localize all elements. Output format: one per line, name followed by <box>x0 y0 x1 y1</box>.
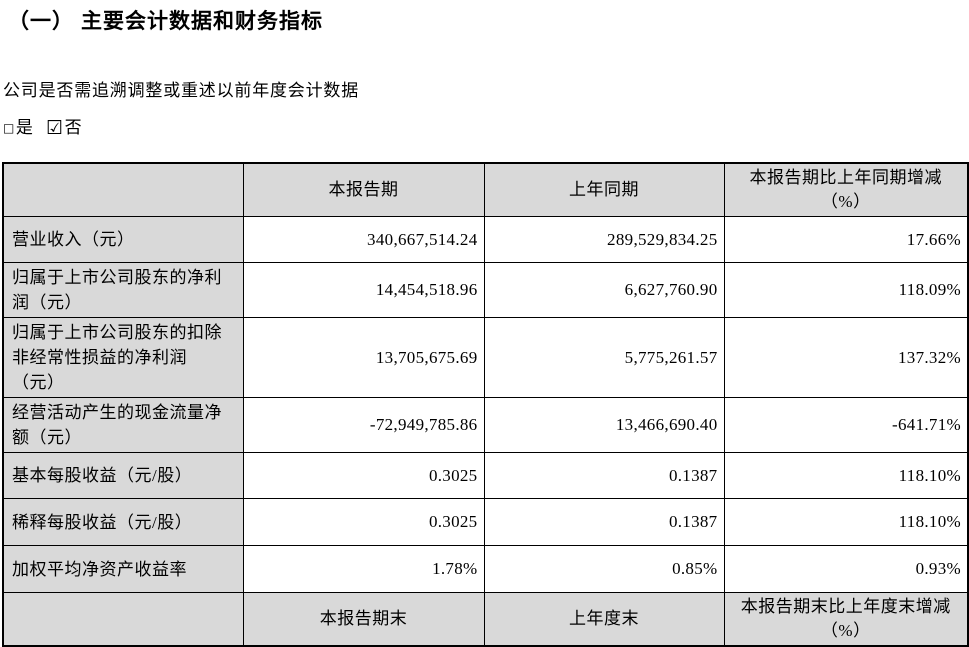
table-header-row: 本报告期 上年同期 本报告期比上年同期增减 （%） <box>2 162 969 217</box>
option-no-label: 否 <box>64 118 83 137</box>
row-current-value: 340,667,514.24 <box>242 216 485 263</box>
row-change-value: 118.10% <box>723 498 969 546</box>
row-change-value: 118.10% <box>723 452 969 499</box>
checkbox-checked-icon: ☑ <box>46 117 64 139</box>
row-current-value: 14,454,518.96 <box>242 262 485 318</box>
row-change-value: 118.09% <box>723 262 969 318</box>
row-label: 基本每股收益（元/股） <box>2 452 244 499</box>
row-label: 经营活动产生的现金流量净 额（元） <box>2 397 244 453</box>
table-row: 归属于上市公司股东的扣除 非经常性损益的净利润 （元） 13,705,675.6… <box>2 317 969 398</box>
footer-current-period-end: 本报告期末 <box>242 592 485 647</box>
option-no: ☑否 <box>46 117 83 139</box>
footer-change-pct: 本报告期末比上年度末增减 （%） <box>723 592 969 647</box>
footer-prior-year-end: 上年度末 <box>483 592 725 647</box>
restatement-question: 公司是否需追溯调整或重述以前年度会计数据 <box>3 81 359 100</box>
row-prior-value: 6,627,760.90 <box>483 262 725 318</box>
row-label: 归属于上市公司股东的净利 润（元） <box>2 262 244 318</box>
section-title: 主要会计数据和财务指标 <box>81 9 323 33</box>
section-number: （一） <box>8 9 74 33</box>
row-label: 营业收入（元） <box>2 216 244 263</box>
row-change-value: -641.71% <box>723 397 969 453</box>
row-current-value: 0.3025 <box>242 498 485 546</box>
table-row: 营业收入（元） 340,667,514.24 289,529,834.25 17… <box>2 216 969 263</box>
row-change-value: 17.66% <box>723 216 969 263</box>
option-yes-label: 是 <box>15 118 34 137</box>
row-prior-value: 13,466,690.40 <box>483 397 725 453</box>
section-heading: （一） 主要会计数据和财务指标 <box>8 8 969 34</box>
row-current-value: 13,705,675.69 <box>242 317 485 398</box>
table-footer-header-row: 本报告期末 上年度末 本报告期末比上年度末增减 （%） <box>2 592 969 647</box>
row-label: 归属于上市公司股东的扣除 非经常性损益的净利润 （元） <box>2 317 244 398</box>
row-prior-value: 0.1387 <box>483 452 725 499</box>
option-yes: □是 <box>3 118 33 137</box>
checkbox-unchecked-icon: □ <box>3 121 15 135</box>
restatement-options: □是 ☑否 <box>3 117 969 139</box>
footer-blank-cell <box>2 592 244 647</box>
table-row: 经营活动产生的现金流量净 额（元） -72,949,785.86 13,466,… <box>2 397 969 453</box>
row-current-value: -72,949,785.86 <box>242 397 485 453</box>
row-prior-value: 5,775,261.57 <box>483 317 725 398</box>
table-row: 归属于上市公司股东的净利 润（元） 14,454,518.96 6,627,76… <box>2 262 969 318</box>
row-current-value: 0.3025 <box>242 452 485 499</box>
row-label: 加权平均净资产收益率 <box>2 545 244 593</box>
header-current-period: 本报告期 <box>242 162 485 217</box>
row-prior-value: 0.85% <box>483 545 725 593</box>
row-prior-value: 289,529,834.25 <box>483 216 725 263</box>
row-prior-value: 0.1387 <box>483 498 725 546</box>
header-blank-cell <box>2 162 244 217</box>
key-financials-table: 本报告期 上年同期 本报告期比上年同期增减 （%） 营业收入（元） 340,66… <box>2 162 969 647</box>
row-change-value: 137.32% <box>723 317 969 398</box>
header-change-pct: 本报告期比上年同期增减 （%） <box>723 162 969 217</box>
row-change-value: 0.93% <box>723 545 969 593</box>
row-label: 稀释每股收益（元/股） <box>2 498 244 546</box>
row-current-value: 1.78% <box>242 545 485 593</box>
table-row: 基本每股收益（元/股） 0.3025 0.1387 118.10% <box>2 452 969 499</box>
table-row: 加权平均净资产收益率 1.78% 0.85% 0.93% <box>2 545 969 593</box>
header-prior-period: 上年同期 <box>483 162 725 217</box>
table-row: 稀释每股收益（元/股） 0.3025 0.1387 118.10% <box>2 498 969 546</box>
